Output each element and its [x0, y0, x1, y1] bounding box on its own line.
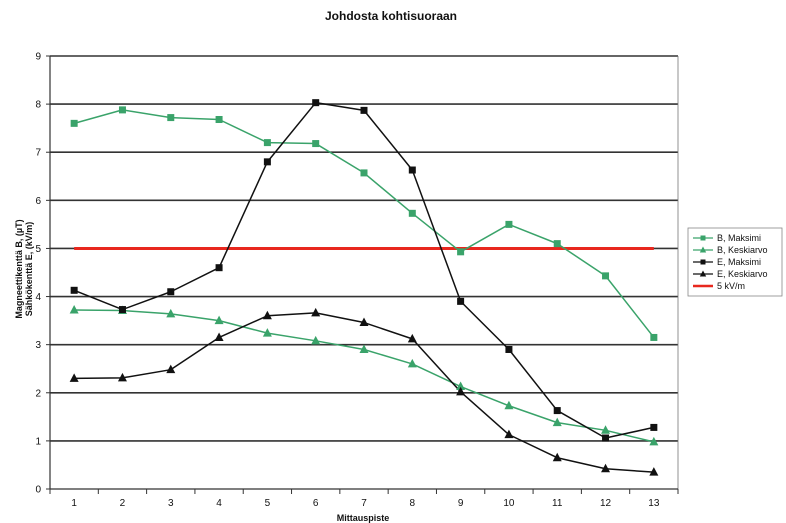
point-e-maksimi-6 [312, 99, 320, 107]
y-tick-label-9: 9 [35, 52, 41, 63]
point-b-keskiarvo-5 [262, 328, 272, 337]
point-e-keskiarvo-8 [407, 333, 417, 343]
point-b-keskiarvo-12 [601, 425, 611, 434]
legend-marker-b-maksimi [700, 235, 706, 241]
point-b-maksimi-8 [408, 209, 416, 217]
point-b-keskiarvo-8 [407, 358, 417, 368]
point-e-maksimi-9 [457, 297, 465, 305]
point-b-keskiarvo-9 [456, 381, 466, 391]
point-b-maksimi-11 [553, 240, 561, 248]
point-b-keskiarvo-3 [166, 308, 176, 318]
y-tick-label-4: 4 [35, 292, 41, 303]
point-b-keskiarvo-10 [504, 400, 514, 410]
point-e-maksimi-4 [215, 264, 223, 272]
axes [46, 55, 679, 494]
point-b-maksimi-3 [167, 114, 175, 122]
legend-label-e-maksimi: E, Maksimi [717, 257, 761, 267]
point-b-keskiarvo-11 [552, 417, 562, 427]
y-tick-label-2: 2 [35, 388, 41, 399]
y-axis-label-line-1: Magneettikenttä B, (µT) [14, 219, 24, 318]
x-tick-label-9: 9 [458, 498, 464, 509]
point-b-maksimi-12 [602, 272, 610, 280]
x-tick-label-8: 8 [410, 498, 416, 509]
legend: B, Maksimi B, Keskiarvo E, Maksimi E, Keski… [687, 227, 783, 297]
y-tick-label-6: 6 [35, 196, 41, 207]
x-tick-label-6: 6 [313, 498, 319, 509]
point-e-keskiarvo-1 [69, 373, 79, 382]
x-tick-label-13: 13 [648, 498, 660, 509]
point-e-maksimi-1 [70, 286, 78, 294]
point-b-maksimi-1 [70, 119, 78, 127]
point-b-maksimi-9 [457, 248, 465, 256]
y-tick-label-3: 3 [35, 340, 41, 351]
point-e-keskiarvo-6 [311, 307, 321, 317]
point-e-maksimi-8 [408, 166, 416, 174]
legend-marker-e-keskiarvo [699, 270, 707, 277]
point-b-maksimi-4 [215, 116, 223, 124]
y-tick-label-7: 7 [35, 148, 41, 159]
point-e-keskiarvo-10 [504, 429, 514, 439]
point-e-keskiarvo-5 [262, 310, 272, 320]
x-tick-label-7: 7 [361, 498, 367, 509]
point-b-maksimi-5 [263, 139, 271, 147]
y-tick-label-5: 5 [35, 244, 41, 255]
x-tick-label-5: 5 [265, 498, 271, 509]
y-tick-label-8: 8 [35, 100, 41, 111]
point-e-maksimi-2 [118, 306, 126, 314]
y-axis-label-line-2: Sähkökenttä E, (kV/m) [24, 222, 34, 317]
legend-label-b-keskiarvo: B, Keskiarvo [717, 245, 768, 255]
point-e-maksimi-11 [553, 407, 561, 415]
point-e-keskiarvo-4 [214, 332, 224, 341]
point-e-keskiarvo-13 [649, 467, 659, 476]
legend-marker-e-maksimi [700, 259, 706, 265]
point-b-maksimi-13 [650, 333, 658, 341]
point-e-maksimi-7 [360, 106, 368, 114]
point-b-keskiarvo-7 [359, 344, 369, 353]
point-b-maksimi-6 [312, 140, 320, 148]
x-tick-label-4: 4 [216, 498, 222, 509]
legend-label-b-maksimi: B, Maksimi [717, 233, 761, 243]
point-e-maksimi-13 [650, 423, 658, 431]
point-b-keskiarvo-4 [214, 315, 224, 325]
point-b-maksimi-2 [118, 106, 126, 114]
point-e-maksimi-12 [602, 434, 610, 442]
point-e-maksimi-10 [505, 345, 513, 353]
legend-marker-b-keskiarvo [699, 246, 707, 253]
point-b-keskiarvo-13 [649, 436, 659, 446]
y-axis-label: Magneettikenttä B, (µT) Sähkökenttä E, (… [14, 219, 34, 318]
x-tick-label-3: 3 [168, 498, 174, 509]
point-e-maksimi-3 [167, 288, 175, 296]
x-tick-label-10: 10 [503, 498, 515, 509]
y-tick-label-1: 1 [35, 436, 41, 447]
x-tick-label-12: 12 [600, 498, 612, 509]
data-markers [69, 99, 659, 476]
point-e-maksimi-5 [263, 158, 271, 166]
point-e-keskiarvo-9 [456, 386, 466, 396]
legend-label-e-keskiarvo: E, Keskiarvo [717, 269, 768, 279]
point-e-keskiarvo-2 [117, 372, 127, 382]
x-tick-label-2: 2 [120, 498, 126, 509]
chart-title: Johdosta kohtisuoraan [325, 9, 457, 23]
point-b-keskiarvo-6 [311, 335, 321, 345]
point-e-keskiarvo-3 [166, 364, 176, 374]
y-tick-label-0: 0 [35, 485, 41, 496]
legend-label-5-kv-m: 5 kV/m [717, 281, 745, 291]
point-b-keskiarvo-1 [69, 305, 79, 314]
x-tick-label-11: 11 [552, 498, 563, 509]
point-e-keskiarvo-11 [552, 452, 562, 462]
point-b-maksimi-7 [360, 169, 368, 177]
point-e-keskiarvo-7 [359, 317, 369, 327]
point-b-maksimi-10 [505, 220, 513, 228]
x-tick-label-1: 1 [71, 498, 77, 509]
point-e-keskiarvo-12 [601, 463, 611, 473]
x-axis-label: Mittauspiste [337, 513, 390, 523]
